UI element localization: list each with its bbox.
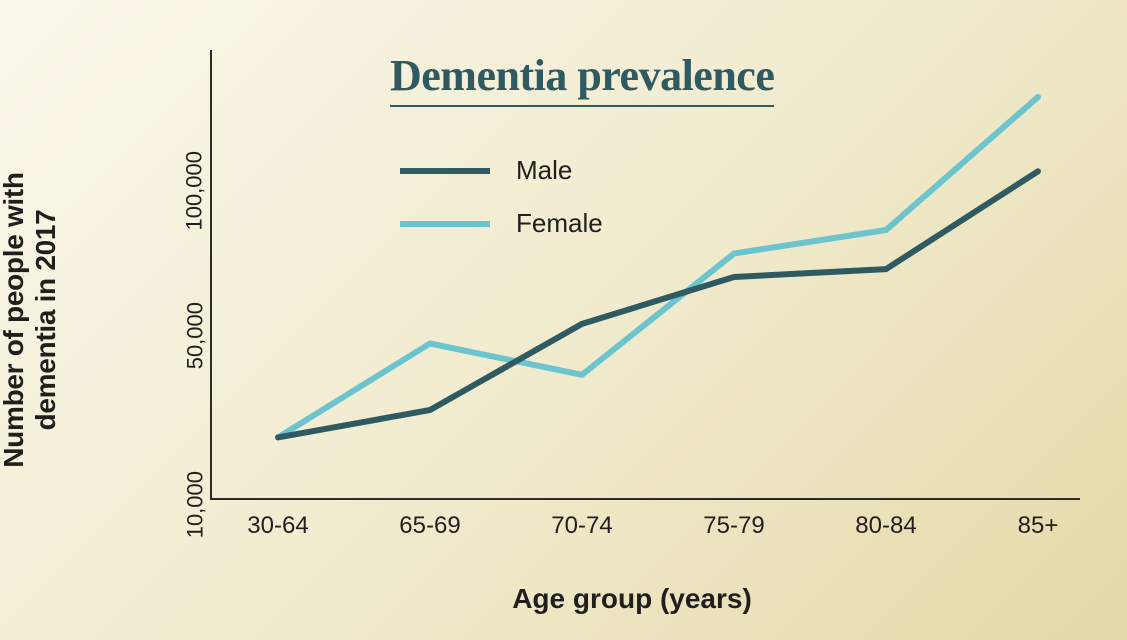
ylabel-line2: dementia in 2017 xyxy=(30,210,61,431)
legend-label-male: Male xyxy=(516,155,572,186)
ylabel-line1: Number of people with xyxy=(0,172,29,467)
xtick-2: 70-74 xyxy=(551,512,612,540)
chart-svg xyxy=(210,50,1080,500)
legend-item-female: Female xyxy=(400,208,603,239)
xtick-4: 80-84 xyxy=(855,512,916,540)
legend-label-female: Female xyxy=(516,208,603,239)
ytick-0: 10,000 xyxy=(182,471,208,538)
y-axis-label: Number of people with dementia in 2017 xyxy=(0,172,62,467)
ytick-2: 100,000 xyxy=(182,151,208,231)
series-male-line xyxy=(278,171,1038,437)
x-axis-label: Age group (years) xyxy=(512,583,752,615)
ytick-1: 50,000 xyxy=(182,302,208,369)
legend-swatch-female xyxy=(400,221,490,227)
plot-area: Dementia prevalence Male Female xyxy=(210,50,1080,500)
chart-title: Dementia prevalence xyxy=(390,50,774,107)
series-female-line xyxy=(278,97,1038,437)
xtick-1: 65-69 xyxy=(399,512,460,540)
legend-swatch-male xyxy=(400,168,490,174)
legend-item-male: Male xyxy=(400,155,603,186)
legend: Male Female xyxy=(400,155,603,261)
xtick-3: 75-79 xyxy=(703,512,764,540)
chart-container: Number of people with dementia in 2017 1… xyxy=(60,40,1100,600)
xtick-5: 85+ xyxy=(1018,512,1059,540)
xtick-0: 30-64 xyxy=(247,512,308,540)
